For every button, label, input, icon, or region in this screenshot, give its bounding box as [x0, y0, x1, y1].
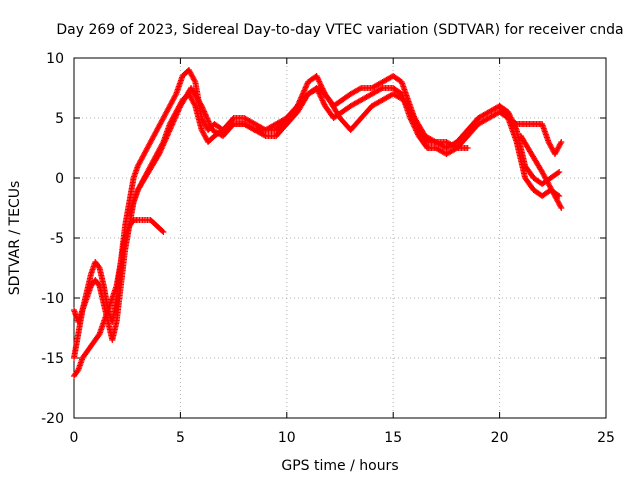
- data-point-marker: [558, 139, 565, 145]
- y-tick-label: -15: [41, 351, 64, 367]
- x-tick-label: 25: [597, 430, 615, 446]
- data-point-marker: [558, 205, 565, 211]
- series-track-f: [517, 133, 565, 211]
- data-point-marker: [554, 169, 561, 176]
- data-point-marker: [320, 98, 327, 105]
- y-tick-label: 0: [55, 171, 64, 187]
- data-point-marker: [413, 127, 420, 134]
- data-point-marker: [160, 229, 167, 235]
- y-tick-labels: -20 -15 -10 -5 0 5 10: [41, 51, 64, 427]
- data-point-marker: [159, 228, 166, 234]
- axis-ticks: [73, 57, 607, 419]
- data-point-marker: [313, 73, 320, 79]
- data-point-marker: [557, 140, 564, 147]
- data-point-marker: [315, 77, 322, 84]
- data-point-marker: [95, 332, 102, 339]
- data-point-marker: [413, 128, 420, 135]
- data-point-marker: [320, 100, 327, 107]
- y-tick-label: -5: [50, 231, 64, 247]
- data-point-marker: [452, 144, 459, 151]
- x-tick-label: 15: [384, 430, 402, 446]
- y-axis-label: SDTVAR / TECUs: [7, 181, 23, 296]
- data-point-marker: [414, 130, 421, 137]
- data-series: [71, 67, 565, 379]
- data-point-marker: [261, 132, 268, 139]
- data-point-marker: [74, 368, 81, 375]
- data-point-marker: [314, 75, 321, 82]
- data-point-marker: [191, 101, 198, 108]
- data-point-marker: [318, 96, 325, 103]
- data-point-marker: [317, 93, 324, 100]
- data-point-marker: [155, 152, 162, 159]
- y-tick-label: -10: [41, 291, 64, 307]
- data-point-marker: [197, 101, 204, 108]
- series-track-e: [496, 103, 565, 157]
- y-tick-label: 5: [55, 111, 64, 127]
- x-tick-label: 20: [491, 430, 509, 446]
- data-point-marker: [464, 145, 471, 151]
- x-tick-label: 0: [70, 430, 79, 446]
- x-tick-labels: 0 5 10 15 20 25: [70, 430, 615, 446]
- data-point-marker: [316, 78, 323, 85]
- data-point-marker: [412, 126, 419, 133]
- series-track-a: [71, 67, 563, 325]
- data-point-marker: [314, 74, 321, 81]
- data-point-marker: [172, 92, 179, 99]
- x-axis-label: GPS time / hours: [281, 458, 398, 474]
- data-point-marker: [250, 126, 257, 133]
- data-point-marker: [95, 263, 102, 270]
- data-point-marker: [318, 94, 325, 101]
- chart-title: Day 269 of 2023, Sidereal Day-to-day VTE…: [56, 22, 623, 38]
- data-point-marker: [356, 85, 363, 92]
- data-point-marker: [317, 81, 324, 88]
- data-point-marker: [378, 85, 385, 92]
- data-point-marker: [191, 77, 198, 84]
- data-point-marker: [319, 97, 326, 104]
- data-point-marker: [411, 124, 418, 131]
- data-point-marker: [95, 281, 102, 288]
- series-track-c: [71, 217, 167, 379]
- data-point-marker: [512, 120, 519, 127]
- data-point-marker: [316, 79, 323, 86]
- data-point-marker: [431, 138, 438, 145]
- x-tick-label: 5: [176, 430, 185, 446]
- data-point-marker: [556, 169, 563, 175]
- x-tick-label: 10: [278, 430, 296, 446]
- data-point-marker: [557, 203, 564, 210]
- series-track-d: [126, 85, 471, 217]
- y-tick-label: -20: [41, 411, 64, 427]
- y-tick-label: 10: [46, 51, 64, 67]
